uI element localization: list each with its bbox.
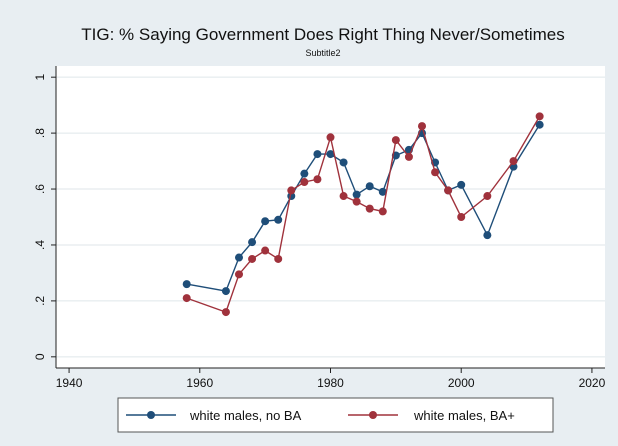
- data-point-s0-10: [339, 158, 348, 167]
- y-tick-label-1: .2: [33, 296, 47, 306]
- plot-area: [56, 66, 605, 368]
- legend-marker-0: [147, 411, 155, 419]
- legend-label-1: white males, BA+: [413, 408, 515, 423]
- x-tick-label-3: 2000: [448, 376, 475, 390]
- data-point-s0-7: [300, 169, 309, 178]
- data-point-s1-16: [418, 122, 426, 131]
- data-point-s1-7: [300, 178, 309, 187]
- data-point-s1-20: [483, 192, 492, 201]
- data-point-s0-8: [313, 150, 322, 159]
- data-point-s0-0: [182, 280, 191, 289]
- data-point-s1-6: [287, 186, 296, 195]
- x-tick-label-2: 1980: [317, 376, 344, 390]
- legend: white males, no BA white males, BA+: [117, 397, 554, 433]
- y-tick-label-5: 1: [33, 74, 47, 81]
- y-tick-label-4: .8: [33, 128, 47, 138]
- data-point-s1-21: [509, 157, 518, 166]
- data-point-s1-9: [326, 133, 335, 142]
- chart-subtitle: Subtitle2: [305, 48, 340, 58]
- data-point-s1-10: [339, 192, 348, 201]
- grid-lines: [56, 76, 605, 358]
- legend-label-0: white males, no BA: [189, 408, 302, 423]
- data-point-s1-4: [261, 246, 270, 255]
- data-point-s0-9: [326, 150, 335, 159]
- data-point-s1-2: [235, 270, 243, 279]
- data-point-s0-3: [248, 238, 257, 247]
- data-point-s1-22: [535, 112, 544, 121]
- data-point-s0-4: [261, 217, 270, 226]
- data-point-s0-2: [235, 253, 243, 262]
- x-tick-label-4: 2020: [579, 376, 606, 390]
- data-point-s1-1: [221, 308, 230, 317]
- data-point-s0-22: [535, 120, 544, 129]
- data-point-s0-12: [365, 182, 374, 191]
- data-point-s0-19: [457, 180, 466, 189]
- series-group: [182, 112, 544, 317]
- chart-title: TIG: % Saying Government Does Right Thin…: [81, 25, 564, 44]
- legend-box: [117, 397, 554, 433]
- data-point-s1-13: [378, 207, 387, 216]
- legend-marker-1: [369, 411, 377, 419]
- data-point-s0-5: [274, 215, 283, 224]
- data-point-s1-12: [365, 204, 374, 213]
- y-tick-label-0: 0: [33, 353, 47, 360]
- y-tick-label-3: .6: [33, 184, 47, 194]
- data-point-s1-3: [248, 254, 257, 263]
- data-point-s0-11: [352, 190, 361, 199]
- x-tick-label-1: 1960: [186, 376, 213, 390]
- x-tick-label-0: 1940: [56, 376, 83, 390]
- data-point-s0-1: [221, 287, 230, 296]
- data-point-s1-8: [313, 175, 322, 184]
- data-point-s1-18: [444, 186, 453, 195]
- data-point-s1-17: [431, 168, 440, 177]
- data-point-s0-20: [483, 231, 492, 240]
- data-point-s1-0: [182, 294, 191, 303]
- data-point-s1-14: [391, 136, 400, 145]
- data-point-s0-13: [378, 187, 387, 196]
- data-point-s1-15: [404, 152, 413, 161]
- data-point-s1-5: [274, 254, 283, 263]
- y-tick-label-2: .4: [33, 240, 47, 250]
- data-point-s1-19: [457, 213, 466, 221]
- axes: 0 .2 .4 .6 .8 1 1940 1960 1980 2000 2020: [33, 66, 606, 390]
- data-point-s1-11: [352, 197, 361, 206]
